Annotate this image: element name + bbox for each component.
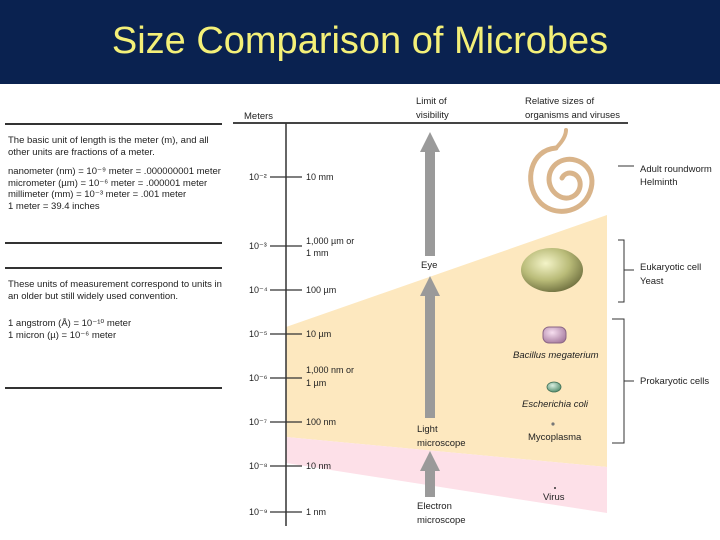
- size-diagram: Meters Limit of visibility Relative size…: [233, 96, 712, 526]
- size-label: 100 nm: [306, 417, 336, 427]
- size-label: 1,000 µm or: [306, 236, 354, 246]
- power-label: 10⁻⁸: [249, 461, 268, 471]
- roundworm-tail-icon: [554, 128, 568, 150]
- adult-roundworm-label: Adult roundworm: [640, 164, 712, 175]
- limit-header-line-2: visibility: [416, 110, 449, 121]
- eye-arrow: [420, 132, 440, 256]
- size-label: 100 µm: [306, 285, 336, 295]
- bacillus-icon: [542, 326, 567, 344]
- meters-header: Meters: [244, 111, 273, 122]
- units-info-box: The basic unit of length is the meter (m…: [5, 123, 222, 244]
- size-label: 1,000 nm or: [306, 365, 354, 375]
- tick-10e-5: 10⁻⁵ 10 µm: [249, 329, 331, 339]
- limit-header-line-1: Limit of: [416, 96, 447, 107]
- angstrom-line: 1 angstrom (Å) = 10⁻¹⁰ meter: [8, 318, 132, 329]
- electron-microscope-arrow: [420, 451, 440, 497]
- eukaryotic-cell-label: Eukaryotic cell: [640, 262, 701, 273]
- power-label: 10⁻⁷: [249, 417, 267, 427]
- yeast-label: Yeast: [640, 276, 664, 287]
- power-label: 10⁻⁹: [249, 507, 268, 517]
- title-banner: Size Comparison of Microbes: [0, 0, 720, 84]
- eukaryotic-bracket: [618, 239, 634, 303]
- relative-header-line-1: Relative sizes of: [525, 96, 595, 107]
- tick-10e-7: 10⁻⁷ 100 nm: [249, 417, 336, 427]
- relative-header-line-2: organisms and viruses: [525, 110, 620, 121]
- power-label: 10⁻³: [249, 241, 267, 251]
- virus-range-band: [286, 437, 607, 513]
- size-label: 1 mm: [306, 248, 329, 258]
- units-intro: The basic unit of length is the meter (m…: [8, 135, 209, 158]
- unit-line-millimeter: millimeter (mm) = 10⁻³ meter = .001 mete…: [8, 189, 187, 200]
- prokaryotic-cells-label: Prokaryotic cells: [640, 376, 709, 387]
- tick-10e-9: 10⁻⁹ 1 nm: [249, 507, 326, 517]
- power-label: 10⁻⁵: [249, 329, 268, 339]
- roundworm-icon: [528, 145, 595, 214]
- tick-10e-8: 10⁻⁸ 10 nm: [249, 461, 331, 471]
- light-microscope-label-2: microscope: [417, 438, 466, 449]
- size-label: 1 µm: [306, 378, 326, 388]
- tick-10e-3: 10⁻³ 1,000 µm or 1 mm: [249, 236, 354, 258]
- light-microscope-arrow: [420, 276, 440, 418]
- electron-microscope-label-1: Electron: [417, 501, 452, 512]
- light-microscope-label-1: Light: [417, 424, 438, 435]
- eye-label: Eye: [421, 260, 437, 271]
- virus-label: Virus: [543, 492, 565, 503]
- prokaryotic-bracket: [612, 318, 634, 444]
- power-label: 10⁻⁶: [249, 373, 268, 383]
- tick-10e-2: 10⁻² 10 mm: [249, 172, 334, 182]
- mycoplasma-icon: [551, 422, 555, 426]
- page-title: Size Comparison of Microbes: [111, 20, 609, 62]
- old-units-info-box: These units of measurement correspond to…: [5, 267, 222, 389]
- micron-line: 1 micron (µ) = 10⁻⁶ meter: [8, 329, 117, 341]
- power-label: 10⁻²: [249, 172, 267, 182]
- old-units-intro: These units of measurement correspond to…: [8, 279, 222, 302]
- tick-10e-4: 10⁻⁴ 100 µm: [249, 285, 336, 295]
- tick-10e-6: 10⁻⁶ 1,000 nm or 1 µm: [249, 365, 354, 388]
- virus-icon: [554, 487, 556, 489]
- size-label: 1 nm: [306, 507, 326, 517]
- unit-line-meter-inches: 1 meter = 39.4 inches: [8, 200, 100, 212]
- size-label: 10 nm: [306, 461, 331, 471]
- size-label: 10 µm: [306, 329, 331, 339]
- bacillus-label: Bacillus megaterium: [513, 350, 599, 361]
- mycoplasma-label: Mycoplasma: [528, 432, 582, 443]
- electron-microscope-label-2: microscope: [417, 515, 466, 526]
- size-label: 10 mm: [306, 172, 334, 182]
- yeast-icon: [521, 248, 583, 292]
- power-label: 10⁻⁴: [249, 285, 268, 295]
- unit-line-nanometer: nanometer (nm) = 10⁻⁹ meter = .000000001…: [8, 166, 221, 177]
- helminth-label: Helminth: [640, 177, 678, 188]
- ecoli-icon: [546, 381, 562, 393]
- unit-line-micrometer: micrometer (µm) = 10⁻⁶ meter = .000001 m…: [8, 177, 208, 189]
- ecoli-label: Escherichia coli: [522, 399, 589, 410]
